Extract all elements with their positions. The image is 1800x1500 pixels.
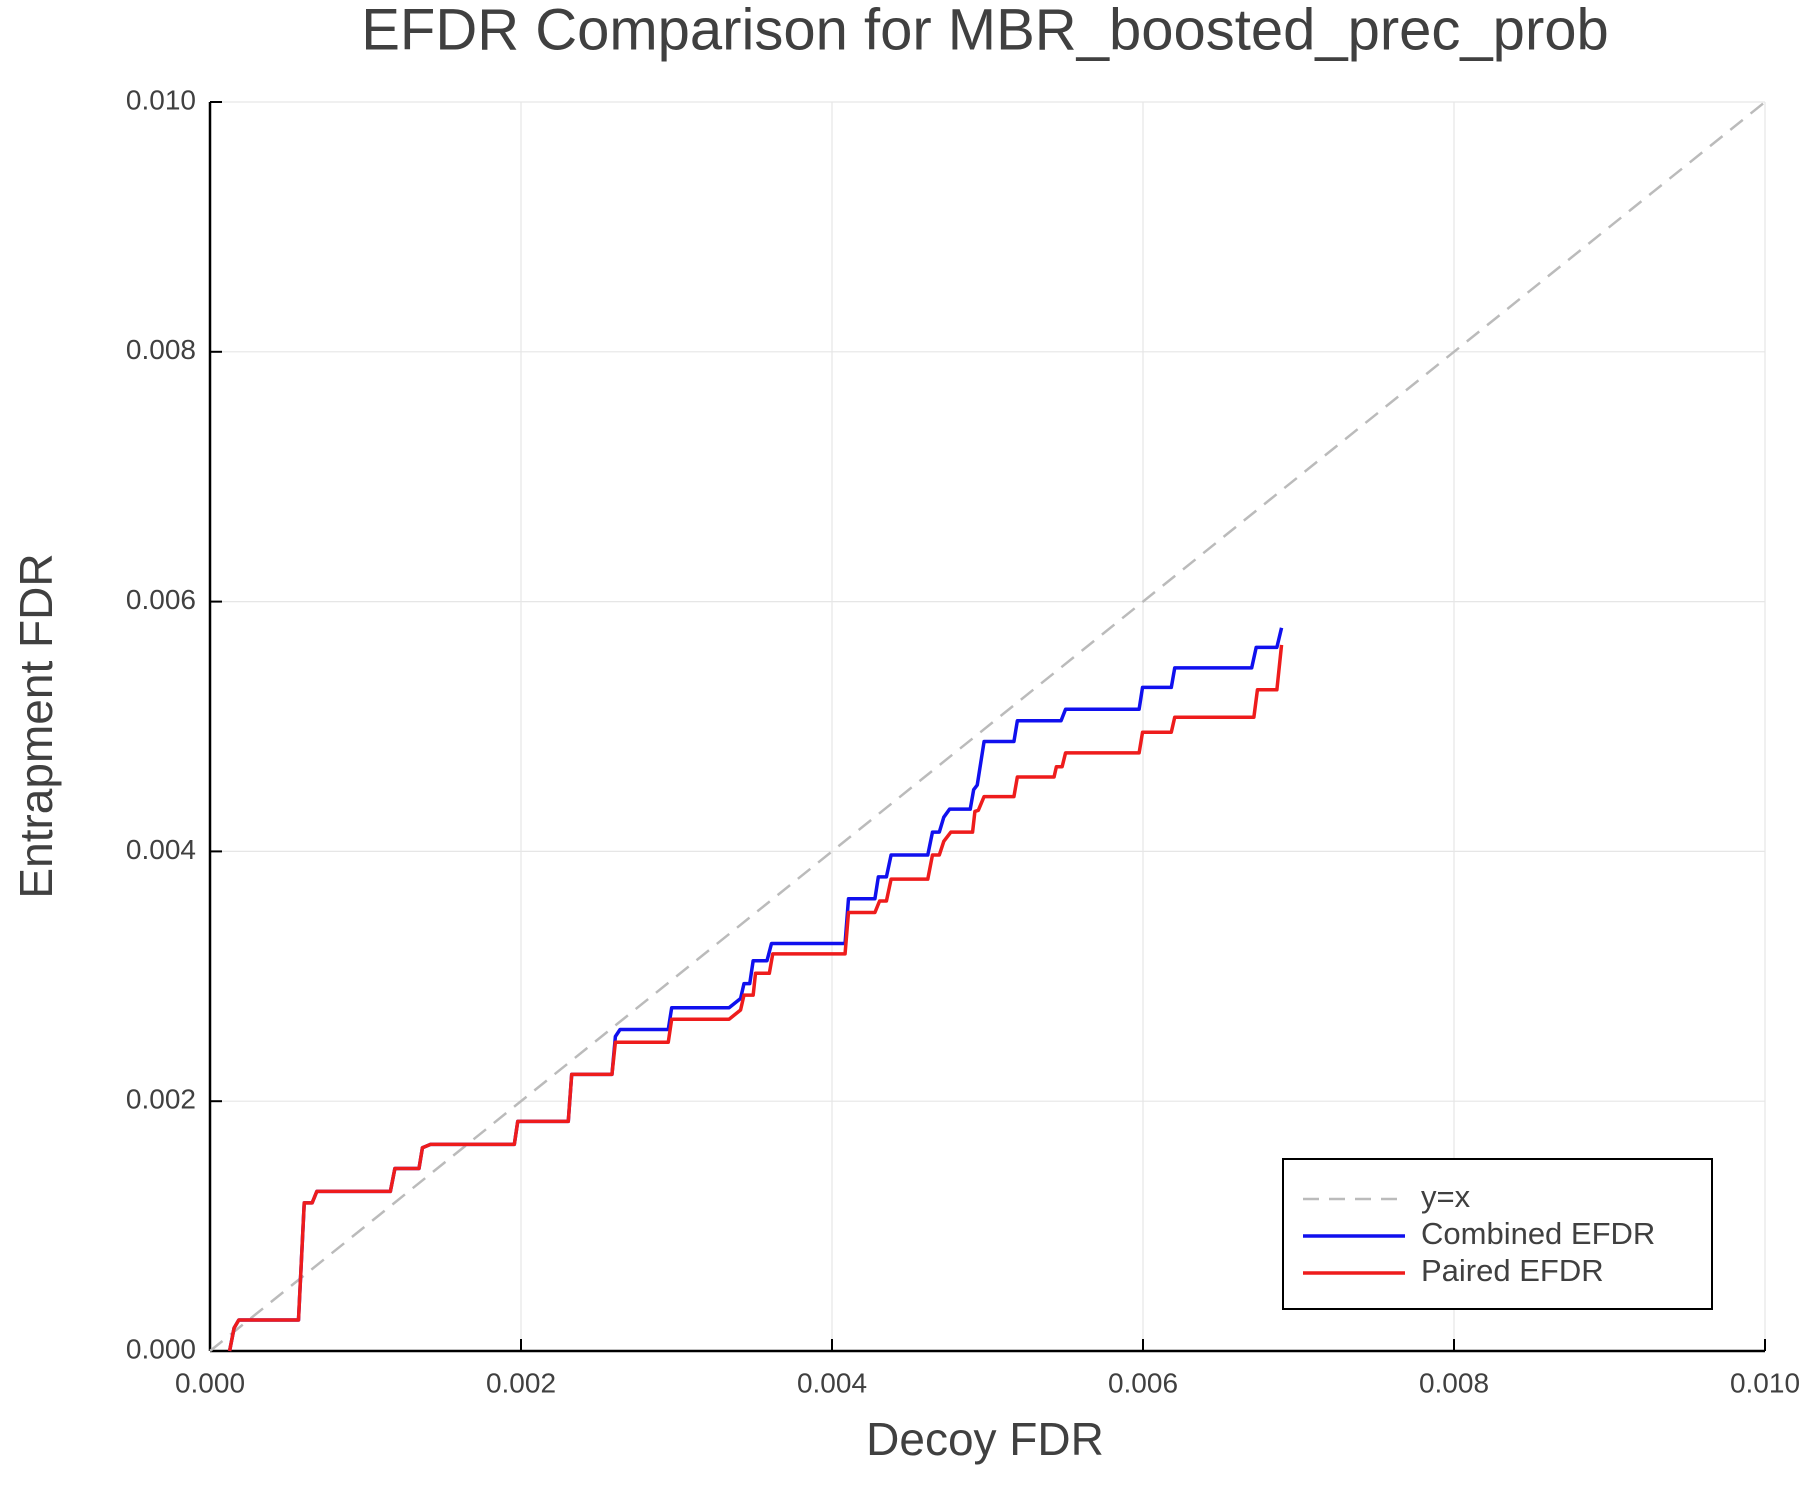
legend-label: y=x bbox=[1421, 1179, 1471, 1214]
y-tick-label: 0.010 bbox=[126, 84, 196, 115]
x-tick-label: 0.004 bbox=[797, 1367, 867, 1398]
series-line bbox=[227, 627, 1284, 1352]
x-tick-label: 0.000 bbox=[175, 1367, 245, 1398]
legend-box bbox=[1282, 1158, 1713, 1310]
x-tick-label: 0.010 bbox=[1730, 1367, 1800, 1398]
x-axis-label: Decoy FDR bbox=[866, 1413, 1104, 1465]
x-tick-label: 0.006 bbox=[1108, 1367, 1178, 1398]
legend-label: Combined EFDR bbox=[1421, 1216, 1655, 1251]
y-tick-label: 0.002 bbox=[126, 1084, 196, 1115]
y-tick-label: 0.000 bbox=[126, 1333, 196, 1364]
series-line bbox=[227, 644, 1284, 1352]
y-tick-label: 0.004 bbox=[126, 834, 196, 865]
y-tick-label: 0.006 bbox=[126, 584, 196, 615]
y-tick-label: 0.008 bbox=[126, 334, 196, 365]
x-tick-label: 0.008 bbox=[1419, 1367, 1489, 1398]
y-axis-label: Entrapment FDR bbox=[10, 553, 62, 898]
chart-title: EFDR Comparison for MBR_boosted_prec_pro… bbox=[361, 0, 1609, 62]
x-tick-label: 0.002 bbox=[486, 1367, 556, 1398]
series-line bbox=[209, 101, 1766, 1352]
legend-label: Paired EFDR bbox=[1421, 1253, 1604, 1288]
